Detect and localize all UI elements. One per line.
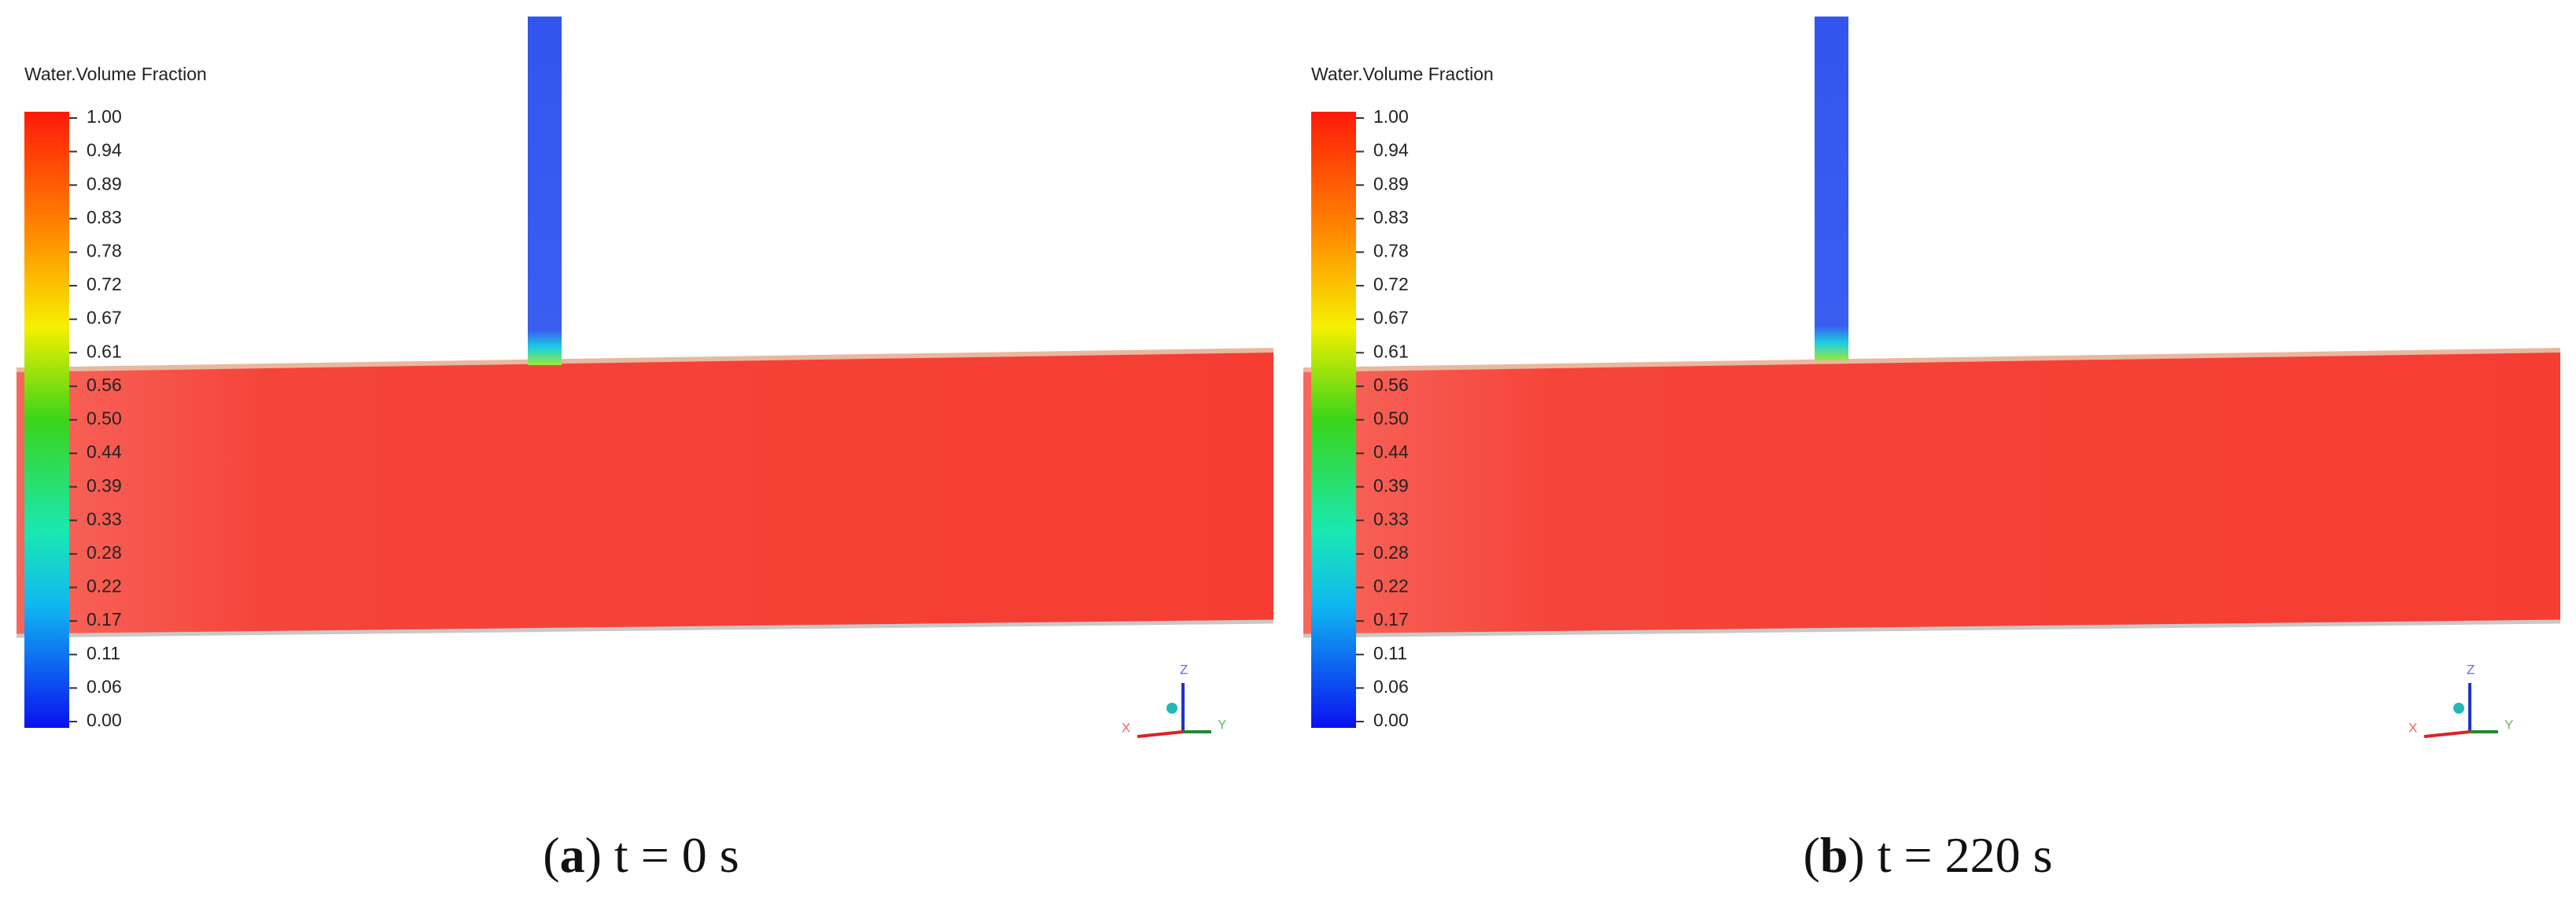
caption: (a) t = 0 s — [543, 827, 739, 883]
legend-tick-label: 0.06 — [1373, 676, 1409, 696]
legend-tick-label: 0.22 — [1373, 576, 1409, 596]
axis-x — [1137, 730, 1184, 738]
caption-text: ) t = 0 s — [585, 827, 739, 883]
legend-tick-label: 0.83 — [1373, 207, 1409, 227]
domain-edge — [16, 348, 1274, 372]
legend-tick-label: 0.22 — [87, 576, 122, 596]
pipe — [1815, 17, 1848, 360]
legend-tick-label: 0.17 — [1373, 609, 1409, 630]
legend-tick-label: 0.28 — [87, 542, 122, 563]
legend-tick-label: 0.44 — [87, 441, 122, 462]
caption-prefix: ( — [543, 827, 559, 883]
domain-edge — [1303, 619, 2561, 638]
axis-y-label: Y — [2504, 717, 2513, 732]
legend-tick-label: 1.00 — [1373, 106, 1409, 127]
legend-tick-label: 0.78 — [87, 241, 122, 261]
legend-tick-label: 0.56 — [87, 375, 122, 395]
legend-tick-label: 0.67 — [87, 308, 122, 328]
legend-tick-label: 0.00 — [87, 710, 122, 730]
legend-title: Water.Volume Fraction — [1311, 64, 1494, 84]
legend-tick-label: 0.50 — [87, 408, 122, 429]
legend-tick-label: 0.39 — [87, 475, 122, 496]
axis-y-label: Y — [1218, 717, 1226, 732]
water-domain — [1303, 350, 2560, 636]
axis-origin — [2453, 703, 2464, 714]
caption: (b) t = 220 s — [1804, 827, 2053, 883]
legend-tick-label: 0.33 — [1373, 508, 1409, 529]
caption-letter: b — [1820, 827, 1848, 883]
legend-tick-label: 0.89 — [1373, 173, 1409, 194]
legend-tick-label: 0.56 — [1373, 375, 1409, 395]
legend-tick-label: 0.72 — [87, 274, 122, 294]
legend-tick-label: 0.78 — [1373, 241, 1409, 261]
legend-tick-label: 0.28 — [1373, 542, 1409, 563]
axis-x-label: X — [2408, 720, 2417, 735]
legend-tick-label: 0.67 — [1373, 308, 1409, 328]
legend-tick-label: 0.61 — [87, 341, 122, 361]
legend-tick-label: 0.11 — [87, 643, 120, 663]
panel: Water.Volume Fraction 1.00 0.94 0.89 0.83 0.7… — [16, 17, 1274, 883]
colorbar — [1311, 112, 1356, 728]
pipe — [528, 17, 562, 365]
legend-tick-label: 0.39 — [1373, 475, 1409, 496]
legend-tick-label: 0.83 — [87, 207, 122, 227]
axis-z-label: Z — [1180, 662, 1188, 677]
caption-text: ) t = 220 s — [1848, 827, 2052, 883]
water-domain — [17, 350, 1273, 636]
domain-edge — [16, 619, 1274, 638]
legend-tick-label: 0.06 — [87, 676, 122, 696]
caption-prefix: ( — [1804, 827, 1820, 883]
axis-x — [2423, 730, 2471, 738]
domain-edge — [1303, 348, 2561, 372]
legend-tick-label: 0.33 — [87, 508, 122, 529]
legend-tick-label: 0.00 — [1373, 710, 1409, 730]
legend-tick-label: 0.17 — [87, 609, 122, 630]
legend-tick-label: 0.72 — [1373, 274, 1409, 294]
legend-title: Water.Volume Fraction — [24, 64, 207, 84]
legend-tick-label: 0.94 — [87, 140, 122, 161]
legend-tick-label: 0.44 — [1373, 441, 1409, 462]
colorbar — [24, 112, 69, 728]
axis-z-label: Z — [2467, 662, 2475, 677]
axis-origin — [1166, 703, 1177, 714]
caption-letter: a — [560, 827, 585, 883]
legend-tick-label: 0.89 — [87, 173, 122, 194]
legend-tick-label: 0.11 — [1373, 643, 1407, 663]
legend-tick-label: 0.61 — [1373, 341, 1409, 361]
legend-tick-label: 1.00 — [87, 106, 122, 127]
axis-x-label: X — [1122, 720, 1130, 735]
panel: Water.Volume Fraction 1.00 0.94 0.89 0.83 0.7… — [1303, 17, 2561, 883]
legend-tick-label: 0.94 — [1373, 140, 1409, 161]
legend-tick-label: 0.50 — [1373, 408, 1409, 429]
